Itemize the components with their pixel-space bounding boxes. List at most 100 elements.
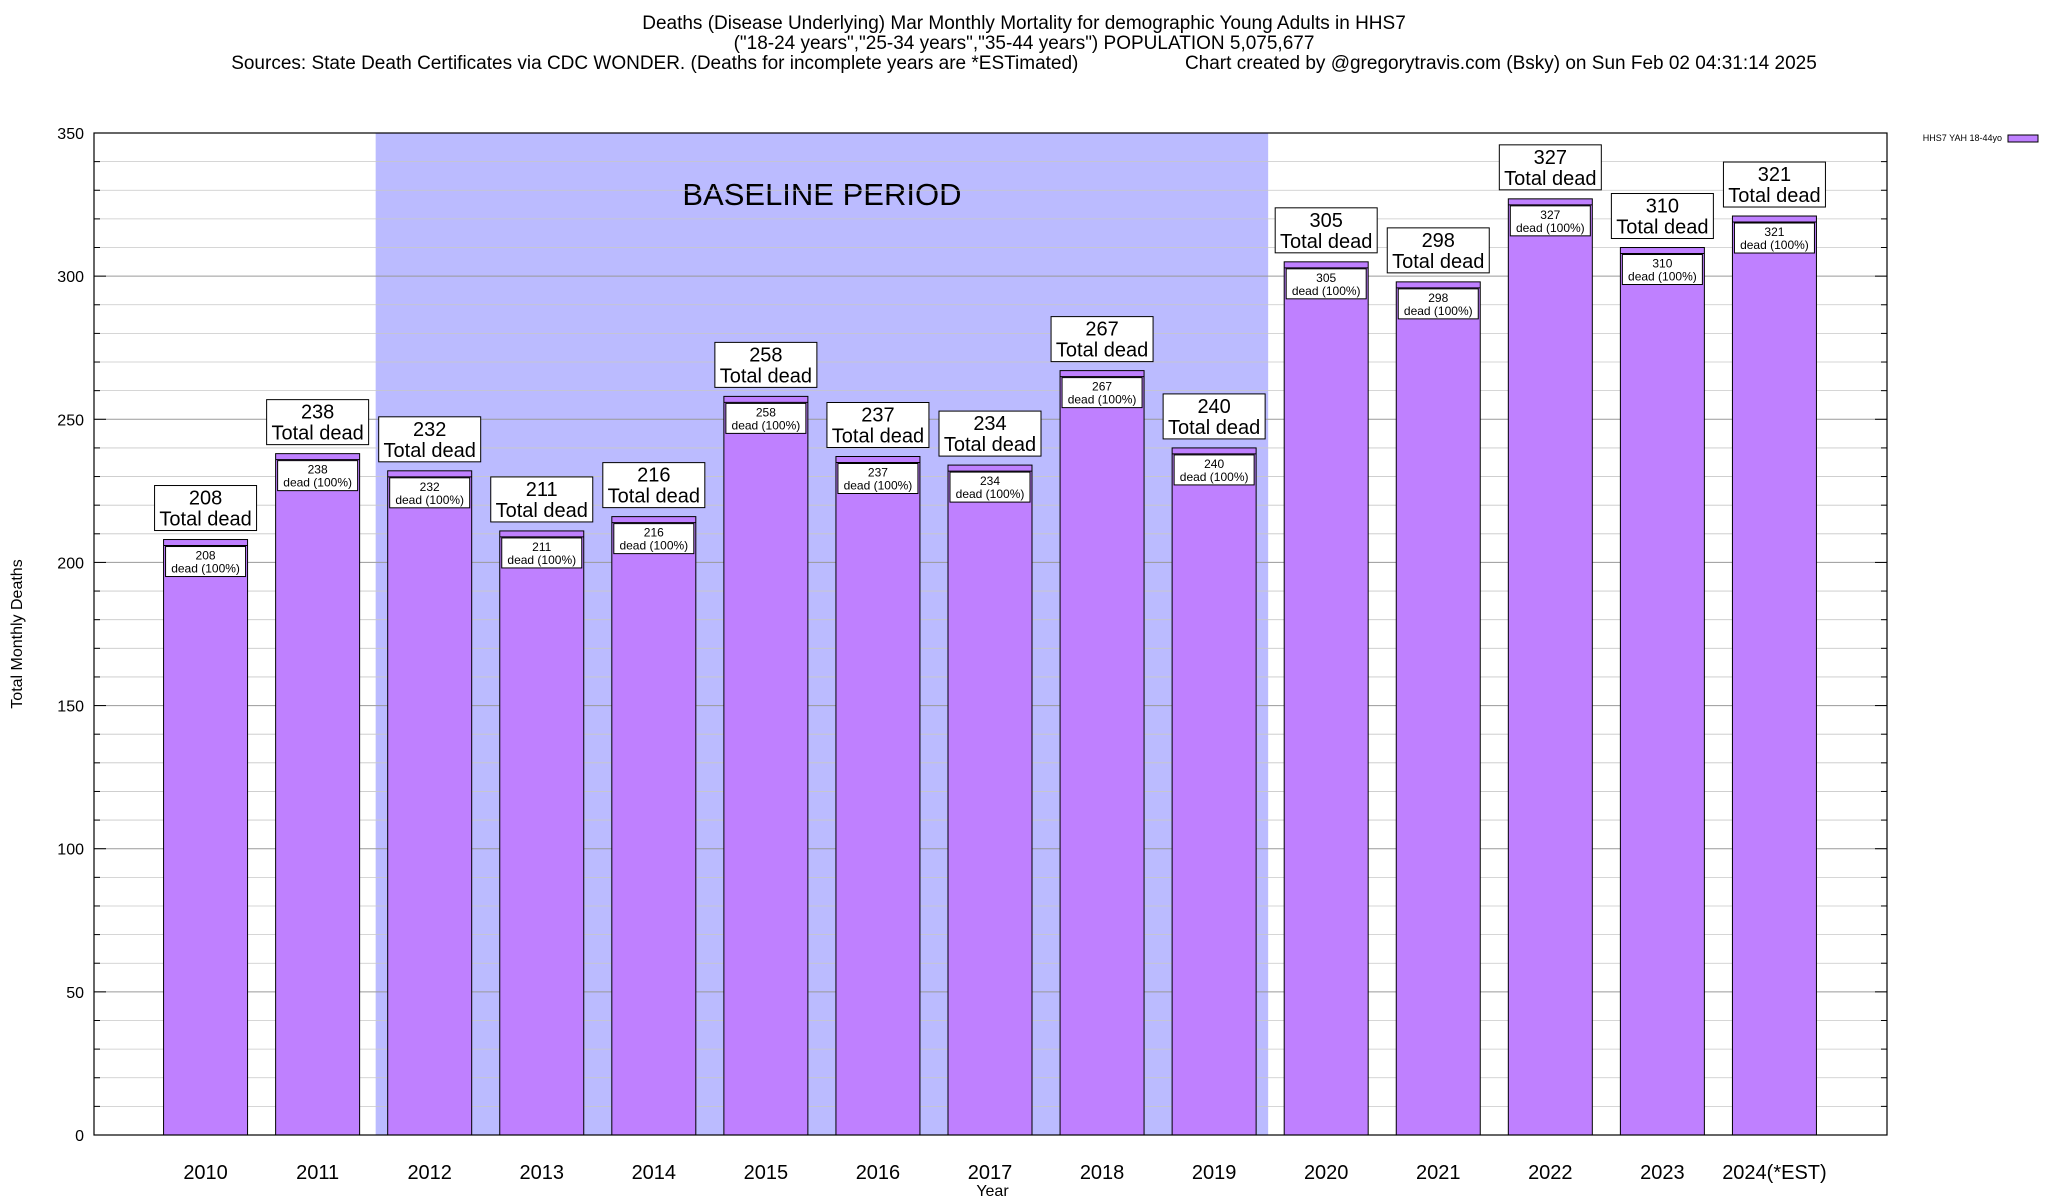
inner-label-text: dead (100%) xyxy=(1404,304,1473,318)
bar xyxy=(1731,215,1817,1136)
inner-label-text: dead (100%) xyxy=(507,553,576,567)
bar xyxy=(1619,247,1705,1136)
x-tick-label: 2016 xyxy=(856,1162,901,1184)
total-label-value: 305 xyxy=(1310,210,1343,232)
inner-label-text: dead (100%) xyxy=(1180,470,1249,484)
bar xyxy=(723,395,809,1136)
bar xyxy=(1283,261,1369,1136)
inner-label-text: dead (100%) xyxy=(619,539,688,553)
inner-label-box xyxy=(389,477,471,509)
total-label-text: Total dead xyxy=(1280,231,1372,253)
total-label-text: Total dead xyxy=(1616,217,1708,239)
inner-label-value: 305 xyxy=(1316,271,1336,285)
y-axis-label: Total Monthly Deaths xyxy=(9,559,26,708)
inner-label-text: dead (100%) xyxy=(1292,284,1361,298)
inner-label-value: 211 xyxy=(532,540,551,554)
inner-label-box xyxy=(1397,288,1479,320)
x-axis-label: Year xyxy=(976,1183,1009,1200)
total-label-box xyxy=(1050,316,1154,363)
y-tick-label: 250 xyxy=(57,412,84,429)
inner-label-text: dead (100%) xyxy=(171,562,240,576)
inner-label-value: 258 xyxy=(756,405,776,419)
inner-label-box xyxy=(501,537,583,569)
total-label-value: 238 xyxy=(301,402,334,424)
inner-label-box xyxy=(1285,268,1367,300)
inner-label-box xyxy=(1173,454,1255,486)
bar xyxy=(611,516,697,1136)
inner-label-text: dead (100%) xyxy=(1516,221,1585,235)
inner-label-value: 267 xyxy=(1092,380,1112,394)
x-tick-label: 2020 xyxy=(1304,1162,1349,1184)
total-label-text: Total dead xyxy=(1168,417,1260,439)
inner-label-value: 216 xyxy=(644,526,664,540)
y-tick-label: 300 xyxy=(57,269,84,286)
total-label-value: 237 xyxy=(861,405,894,427)
total-label-text: Total dead xyxy=(1056,340,1148,362)
y-tick-label: 100 xyxy=(57,842,84,859)
legend-label: HHS7 YAH 18-44yo xyxy=(1923,133,2002,143)
total-label-value: 310 xyxy=(1646,196,1679,218)
inner-label-value: 238 xyxy=(308,463,328,477)
total-label-box xyxy=(602,462,706,509)
x-tick-label: 2017 xyxy=(968,1162,1013,1184)
total-label-box xyxy=(490,476,594,523)
inner-label-text: dead (100%) xyxy=(1068,393,1137,407)
total-label-box xyxy=(714,341,818,388)
bar xyxy=(163,539,249,1136)
x-tick-label: 2018 xyxy=(1080,1162,1125,1184)
total-label-value: 327 xyxy=(1534,147,1567,169)
x-tick-label: 2014 xyxy=(632,1162,677,1184)
total-label-text: Total dead xyxy=(271,423,363,445)
total-label-box xyxy=(826,402,930,449)
total-label-text: Total dead xyxy=(720,365,812,387)
bar xyxy=(947,464,1033,1136)
total-label-text: Total dead xyxy=(832,426,924,448)
total-label-box xyxy=(154,485,258,532)
inner-label-text: dead (100%) xyxy=(844,479,913,493)
total-label-text: Total dead xyxy=(608,486,700,508)
bar xyxy=(835,456,921,1136)
total-label-value: 267 xyxy=(1085,319,1118,341)
total-label-box xyxy=(938,410,1042,457)
x-tick-label: 2015 xyxy=(744,1162,789,1184)
inner-label-box xyxy=(1061,377,1143,409)
inner-label-box xyxy=(613,523,695,555)
inner-label-value: 208 xyxy=(196,549,216,563)
total-label-text: Total dead xyxy=(159,509,251,531)
legend-swatch xyxy=(2007,134,2039,143)
total-label-box xyxy=(1162,393,1266,440)
total-label-value: 211 xyxy=(526,479,558,501)
total-label-value: 258 xyxy=(749,344,782,366)
inner-label-text: dead (100%) xyxy=(395,493,464,507)
total-label-box xyxy=(1386,227,1490,274)
total-label-text: Total dead xyxy=(496,500,588,522)
y-tick-label: 0 xyxy=(75,1128,84,1145)
inner-label-box xyxy=(165,546,247,578)
bar xyxy=(1395,281,1481,1136)
total-label-box xyxy=(1274,207,1378,254)
bar xyxy=(275,453,361,1136)
total-label-box xyxy=(1610,193,1714,240)
x-tick-label: 2021 xyxy=(1416,1162,1461,1184)
total-label-value: 321 xyxy=(1758,164,1791,186)
total-label-value: 240 xyxy=(1197,396,1230,418)
bar xyxy=(499,530,585,1136)
total-label-text: Total dead xyxy=(384,440,476,462)
total-label-value: 298 xyxy=(1422,230,1455,252)
bar xyxy=(1059,370,1145,1136)
y-tick-label: 50 xyxy=(66,985,84,1002)
inner-label-box xyxy=(1621,254,1703,286)
inner-label-value: 240 xyxy=(1204,457,1224,471)
total-label-box xyxy=(1498,144,1602,191)
inner-label-text: dead (100%) xyxy=(1628,270,1697,284)
inner-label-text: dead (100%) xyxy=(283,476,352,490)
chart-title: Deaths (Disease Underlying) Mar Monthly … xyxy=(642,13,1406,34)
total-label-value: 232 xyxy=(413,419,446,441)
inner-label-box xyxy=(725,402,807,434)
total-label-box xyxy=(266,399,370,446)
inner-label-value: 321 xyxy=(1764,225,1784,239)
x-tick-label: 2024(*EST) xyxy=(1722,1162,1827,1184)
inner-label-box xyxy=(277,460,359,492)
inner-label-value: 310 xyxy=(1652,257,1672,271)
y-tick-label: 150 xyxy=(57,699,84,716)
